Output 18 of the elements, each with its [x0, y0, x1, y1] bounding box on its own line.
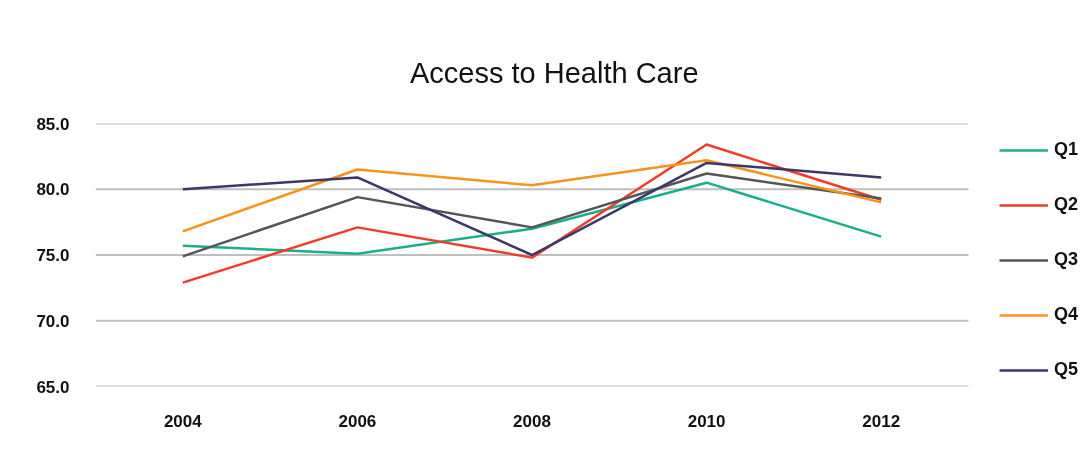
legend-label: Q3	[1054, 249, 1079, 270]
line-series	[181, 143, 883, 284]
y-tick-label: 85.0	[36, 114, 70, 134]
y-tick-label: 70.0	[36, 311, 70, 331]
x-tick-label: 2006	[338, 411, 377, 431]
x-tick-label: 2008	[513, 411, 551, 431]
legend-label: Q5	[1054, 359, 1079, 380]
line-series	[181, 159, 883, 233]
legend-label: Q4	[1054, 304, 1079, 325]
x-tick-label: 2012	[862, 411, 901, 431]
legend-label: Q1	[1054, 139, 1079, 160]
y-tick-label: 80.0	[36, 180, 70, 200]
chart-title: Access to Health Care	[410, 56, 699, 89]
x-tick-label: 2004	[163, 411, 203, 431]
y-tick-label: 65.0	[36, 377, 70, 397]
legend-label: Q2	[1054, 194, 1079, 215]
x-tick-label: 2010	[687, 411, 726, 431]
y-tick-label: 75.0	[36, 246, 70, 265]
